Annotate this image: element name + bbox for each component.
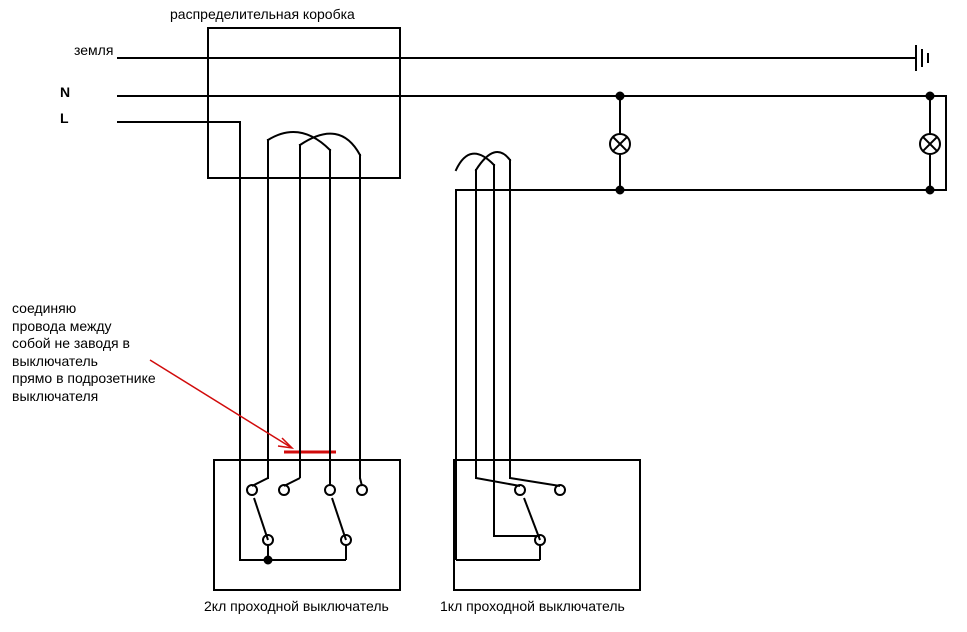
earth-label: земля — [74, 42, 113, 60]
switch2-double — [214, 460, 400, 590]
switch1-label: 1кл проходной выключатель — [440, 598, 625, 616]
live-label: L — [60, 110, 69, 128]
connection-dot — [927, 93, 934, 100]
junction-box — [208, 28, 400, 178]
connection-dot — [927, 187, 934, 194]
note-arrow-icon — [150, 360, 292, 448]
switch1-single — [454, 460, 640, 590]
connection-dot — [617, 187, 624, 194]
neutral-label: N — [60, 84, 70, 102]
earth-symbol-icon — [916, 46, 928, 70]
neutral-wire — [118, 96, 946, 190]
switch2-label: 2кл проходной выключатель — [204, 598, 389, 616]
junction-box-label: распределительная коробка — [170, 6, 355, 24]
note-label: соединяю провода между собой не заводя в… — [12, 300, 156, 405]
